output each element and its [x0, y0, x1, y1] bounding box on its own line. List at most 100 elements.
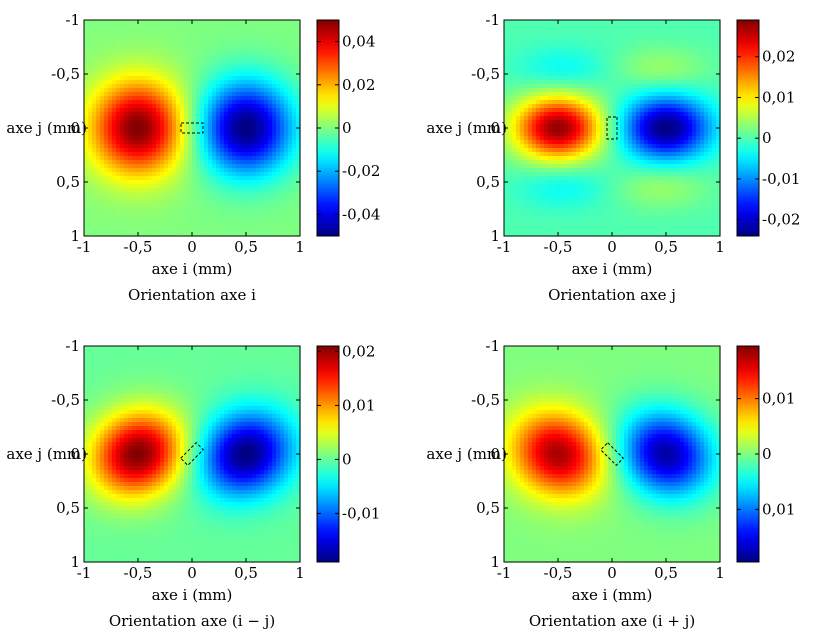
heatmap-cell — [108, 80, 113, 85]
heatmap-cell — [108, 136, 113, 141]
heatmap-cell — [148, 84, 153, 89]
heatmap-cell — [260, 216, 265, 221]
heatmap-cell — [560, 92, 565, 97]
heatmap-cell — [244, 180, 249, 185]
heatmap-cell — [560, 68, 565, 73]
heatmap-cell — [252, 200, 257, 205]
heatmap-cell — [588, 144, 593, 149]
heatmap-cell — [608, 80, 613, 85]
heatmap-cell — [172, 144, 177, 149]
heatmap-cell — [136, 120, 141, 125]
heatmap-cell — [144, 88, 149, 93]
heatmap-cell — [204, 228, 209, 233]
heatmap-cell — [284, 212, 289, 217]
heatmap-cell — [620, 180, 625, 185]
heatmap-cell — [264, 204, 269, 209]
heatmap-cell — [624, 184, 629, 189]
heatmap-cell — [576, 128, 581, 133]
heatmap-cell — [248, 176, 253, 181]
heatmap-cell — [280, 108, 285, 113]
heatmap-cell — [148, 196, 153, 201]
heatmap-cell — [196, 140, 201, 145]
heatmap-cell — [628, 140, 633, 145]
heatmap-cell — [184, 96, 189, 101]
heatmap-cell — [188, 196, 193, 201]
heatmap-cell — [584, 60, 589, 65]
heatmap-cell — [272, 196, 277, 201]
heatmap-cell — [152, 220, 157, 225]
heatmap-cell — [256, 84, 261, 89]
heatmap-cell — [184, 132, 189, 137]
heatmap-cell — [604, 116, 609, 121]
heatmap-cell — [504, 196, 509, 201]
heatmap-cell — [104, 136, 109, 141]
heatmap-cell — [596, 24, 601, 29]
heatmap-cell — [128, 36, 133, 41]
heatmap-cell — [88, 80, 93, 85]
heatmap-cell — [276, 36, 281, 41]
heatmap-cell — [200, 164, 205, 169]
heatmap-cell — [584, 20, 589, 25]
heatmap-cell — [112, 44, 117, 49]
heatmap-cell — [248, 36, 253, 41]
heatmap-cell — [620, 128, 625, 133]
heatmap-cell — [156, 204, 161, 209]
heatmap-cell — [168, 180, 173, 185]
heatmap-cell — [192, 136, 197, 141]
heatmap-cell — [592, 116, 597, 121]
heatmap-cell — [252, 132, 257, 137]
heatmap-cell — [276, 152, 281, 157]
heatmap-cell — [296, 52, 301, 57]
heatmap-cell — [196, 100, 201, 105]
heatmap-cell — [640, 116, 645, 121]
heatmap-cell — [244, 108, 249, 113]
heatmap-cell — [112, 196, 117, 201]
heatmap-cell — [212, 80, 217, 85]
heatmap-cell — [160, 220, 165, 225]
heatmap-cell — [596, 180, 601, 185]
heatmap-cell — [540, 168, 545, 173]
heatmap-cell — [160, 204, 165, 209]
heatmap-cell — [636, 136, 641, 141]
heatmap-cell — [192, 44, 197, 49]
heatmap-cell — [88, 128, 93, 133]
heatmap-cell — [88, 152, 93, 157]
heatmap-cell — [504, 220, 509, 225]
heatmap-cell — [624, 200, 629, 205]
heatmap-cell — [232, 24, 237, 29]
heatmap-cell — [524, 224, 529, 229]
heatmap-cell — [280, 136, 285, 141]
heatmap-cell — [632, 136, 637, 141]
heatmap-cell — [544, 204, 549, 209]
heatmap-cell — [96, 152, 101, 157]
heatmap-cell — [236, 84, 241, 89]
heatmap-cell — [512, 104, 517, 109]
heatmap-cell — [544, 148, 549, 153]
heatmap-cell — [572, 168, 577, 173]
heatmap-cell — [236, 232, 241, 237]
heatmap-cell — [532, 228, 537, 233]
heatmap-cell — [104, 128, 109, 133]
heatmap-cell — [164, 36, 169, 41]
heatmap-cell — [236, 80, 241, 85]
heatmap-cell — [604, 52, 609, 57]
heatmap-cell — [556, 196, 561, 201]
heatmap-cell — [172, 80, 177, 85]
heatmap-cell — [288, 88, 293, 93]
heatmap-cell — [220, 152, 225, 157]
heatmap-cell — [548, 168, 553, 173]
heatmap-cell — [528, 160, 533, 165]
heatmap-cell — [224, 192, 229, 197]
heatmap-cell — [560, 48, 565, 53]
heatmap-cell — [192, 60, 197, 65]
heatmap-cell — [596, 128, 601, 133]
heatmap-cell — [512, 232, 517, 237]
heatmap-cell — [100, 164, 105, 169]
heatmap-cell — [184, 224, 189, 229]
heatmap-cell — [268, 72, 273, 77]
heatmap-cell — [272, 68, 277, 73]
heatmap-cell — [192, 148, 197, 153]
heatmap-cell — [200, 144, 205, 149]
heatmap-cell — [548, 208, 553, 213]
heatmap-cell — [104, 196, 109, 201]
